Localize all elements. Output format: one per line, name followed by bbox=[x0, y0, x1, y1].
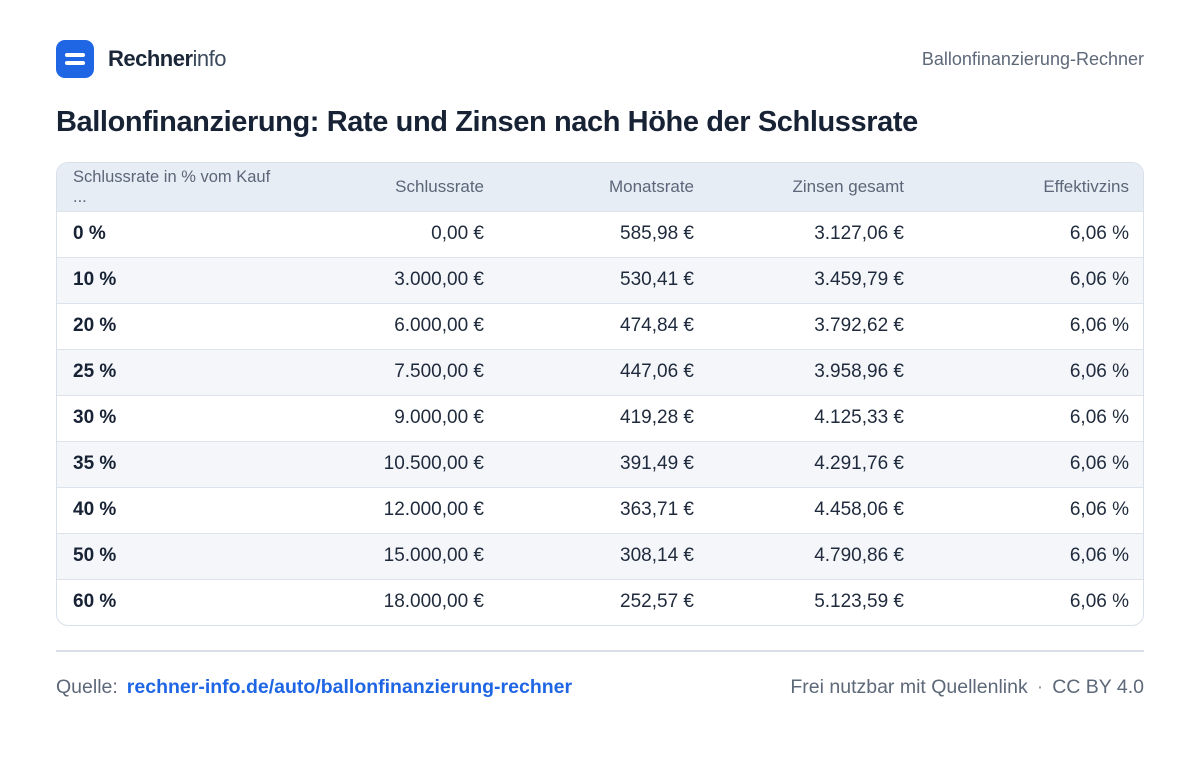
cell-monatsrate: 252,57 € bbox=[620, 591, 694, 613]
cell-zinsen: 4.125,33 € bbox=[814, 407, 904, 428]
table-body: 0 % 0,00 € 585,98 € 3.127,06 € 6,06 % 10 % 3.0… bbox=[57, 211, 1143, 625]
brand-name-light: info bbox=[192, 46, 227, 71]
cell-effektivzins: 6,06 % bbox=[1069, 499, 1129, 520]
usage-text: Frei nutzbar mit Quellenlink bbox=[790, 676, 1028, 698]
cell-zinsen: 4.790,86 € bbox=[814, 545, 904, 566]
equals-logo-icon bbox=[56, 40, 94, 78]
cell-monatsrate: 585,98 € bbox=[620, 223, 694, 244]
license-text: CC BY 4.0 bbox=[1052, 676, 1144, 698]
table-header-row: Schlussrate in % vom Kauf ... Schlussrate… bbox=[57, 163, 1143, 211]
cell-zinsen: 4.291,76 € bbox=[814, 453, 904, 474]
brand-name-bold: Rechner bbox=[108, 46, 193, 71]
cell-percent: 35 % bbox=[73, 453, 117, 474]
cell-effektivzins: 6,06 % bbox=[1069, 407, 1129, 428]
header: Rechnerinfo Ballonfinanzierung-Rechner bbox=[56, 40, 1144, 78]
table-row: 30 % 9.000,00 € 419,28 € 4.125,33 € 6,06 % bbox=[57, 395, 1143, 441]
header-monatsrate: Monatsrate bbox=[608, 176, 694, 196]
cell-percent: 10 % bbox=[73, 269, 117, 290]
page-title: Ballonfinanzierung: Rate und Zinsen nach… bbox=[56, 106, 918, 138]
source-label: Quelle: bbox=[56, 676, 118, 698]
table-row: 20 % 6.000,00 € 474,84 € 3.792,62 € 6,06 % bbox=[57, 303, 1143, 349]
balloon-rate-table: Schlussrate in % vom Kauf ... Schlussrate… bbox=[57, 163, 1143, 625]
cell-monatsrate: 474,84 € bbox=[620, 315, 694, 336]
cell-monatsrate: 447,06 € bbox=[620, 361, 694, 382]
cell-schlussrate: 0,00 € bbox=[431, 223, 484, 244]
cell-percent: 30 % bbox=[73, 407, 117, 428]
table-row: 50 % 15.000,00 € 308,14 € 4.790,86 € 6,06 % bbox=[57, 533, 1143, 579]
cell-zinsen: 3.958,96 € bbox=[814, 361, 904, 382]
cell-percent: 50 % bbox=[73, 545, 117, 566]
cell-zinsen: 3.792,62 € bbox=[814, 315, 904, 336]
cell-zinsen: 4.458,06 € bbox=[814, 499, 904, 520]
cell-effektivzins: 6,06 % bbox=[1069, 591, 1129, 613]
page-label: Ballonfinanzierung-Rechner bbox=[921, 48, 1144, 69]
cell-schlussrate: 3.000,00 € bbox=[394, 269, 484, 290]
cell-monatsrate: 363,71 € bbox=[620, 499, 694, 520]
source-info: Quelle: rechner-info.de/auto/ballonfinanz… bbox=[56, 676, 572, 699]
cell-zinsen: 5.123,59 € bbox=[814, 591, 904, 613]
cell-percent: 0 % bbox=[73, 223, 106, 244]
cell-schlussrate: 10.500,00 € bbox=[383, 453, 484, 474]
cell-schlussrate: 18.000,00 € bbox=[383, 591, 484, 613]
cell-monatsrate: 308,14 € bbox=[620, 545, 694, 566]
cell-schlussrate: 7.500,00 € bbox=[394, 361, 484, 382]
cell-effektivzins: 6,06 % bbox=[1069, 223, 1129, 244]
license-info: Frei nutzbar mit Quellenlink · CC BY 4.0 bbox=[790, 676, 1144, 699]
footer: Quelle: rechner-info.de/auto/ballonfinanz… bbox=[56, 676, 1144, 699]
separator-dot: · bbox=[1036, 676, 1044, 698]
cell-zinsen: 3.459,79 € bbox=[814, 269, 904, 290]
cell-effektivzins: 6,06 % bbox=[1069, 315, 1129, 336]
brand-name: Rechnerinfo bbox=[108, 46, 227, 72]
header-schlussrate: Schlussrate bbox=[395, 176, 484, 196]
cell-schlussrate: 12.000,00 € bbox=[383, 499, 484, 520]
cell-schlussrate: 15.000,00 € bbox=[383, 545, 484, 566]
table-row: 35 % 10.500,00 € 391,49 € 4.291,76 € 6,06 % bbox=[57, 441, 1143, 487]
table-row: 40 % 12.000,00 € 363,71 € 4.458,06 € 6,06 % bbox=[57, 487, 1143, 533]
cell-monatsrate: 530,41 € bbox=[620, 269, 694, 290]
cell-effektivzins: 6,06 % bbox=[1069, 545, 1129, 566]
source-link[interactable]: rechner-info.de/auto/ballonfinanzierung-… bbox=[126, 676, 573, 698]
table-header: Schlussrate in % vom Kauf ... Schlussrate… bbox=[57, 163, 1143, 211]
cell-percent: 60 % bbox=[73, 591, 117, 613]
data-table-container: Schlussrate in % vom Kauf ... Schlussrate… bbox=[56, 162, 1144, 626]
header-zinsen-gesamt: Zinsen gesamt bbox=[792, 176, 905, 196]
brand-logo[interactable]: Rechnerinfo bbox=[56, 40, 227, 78]
cell-schlussrate: 6.000,00 € bbox=[394, 315, 484, 336]
table-row: 25 % 7.500,00 € 447,06 € 3.958,96 € 6,06 % bbox=[57, 349, 1143, 395]
cell-percent: 25 % bbox=[73, 361, 117, 382]
cell-monatsrate: 419,28 € bbox=[620, 407, 694, 428]
cell-effektivzins: 6,06 % bbox=[1069, 361, 1129, 382]
cell-monatsrate: 391,49 € bbox=[620, 453, 694, 474]
cell-effektivzins: 6,06 % bbox=[1069, 269, 1129, 290]
cell-schlussrate: 9.000,00 € bbox=[394, 407, 484, 428]
table-row: 0 % 0,00 € 585,98 € 3.127,06 € 6,06 % bbox=[57, 211, 1143, 257]
header-schlussrate-percent: Schlussrate in % vom Kauf ... bbox=[73, 167, 271, 206]
cell-percent: 40 % bbox=[73, 499, 117, 520]
header-effektivzins: Effektivzins bbox=[1043, 176, 1129, 196]
cell-percent: 20 % bbox=[73, 315, 117, 336]
cell-effektivzins: 6,06 % bbox=[1069, 453, 1129, 474]
table-row: 10 % 3.000,00 € 530,41 € 3.459,79 € 6,06 % bbox=[57, 257, 1143, 303]
table-row: 60 % 18.000,00 € 252,57 € 5.123,59 € 6,06 % bbox=[57, 579, 1143, 625]
footer-divider bbox=[56, 650, 1144, 652]
cell-zinsen: 3.127,06 € bbox=[814, 223, 904, 244]
